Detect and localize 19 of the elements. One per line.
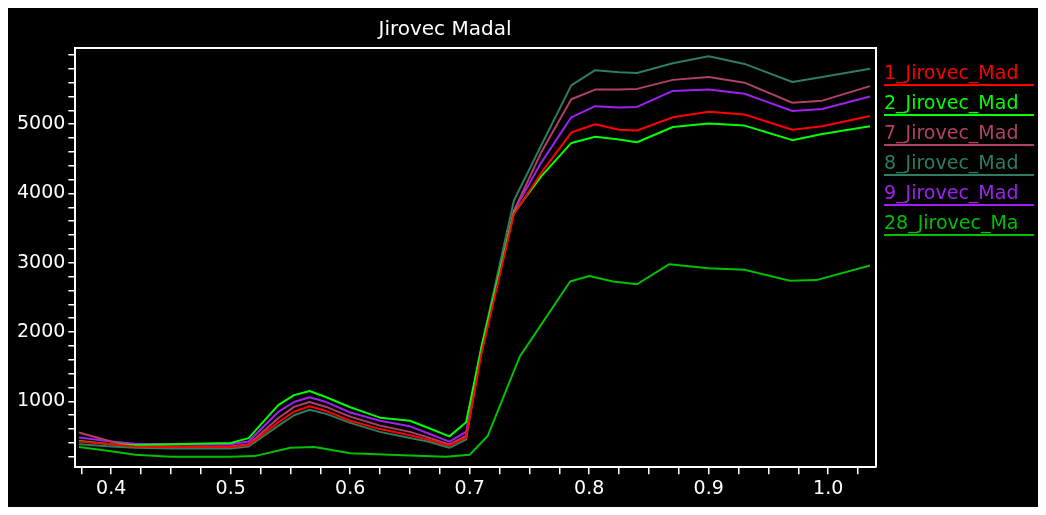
series-label: 28_Jirovec_Ma (884, 210, 1034, 236)
series-label: 7_Jirovec_Mad (884, 120, 1034, 146)
x-tick-label: 0.9 (693, 475, 724, 498)
x-tick-label: 0.4 (96, 475, 127, 498)
y-tick-label: 3000 (16, 249, 66, 272)
series-label: 1_Jirovec_Mad (884, 60, 1034, 86)
y-tick-label: 1000 (16, 388, 66, 411)
y-tick-label: 5000 (16, 111, 66, 134)
y-tick-label: 4000 (16, 180, 66, 203)
x-tick-label: 0.6 (335, 475, 366, 498)
x-tick-label: 0.7 (454, 475, 485, 498)
text: 8_Jirovec_Mad (884, 150, 1034, 176)
x-tick-label: 0.8 (574, 475, 605, 498)
series-label: 2_Jirovec_Mad (884, 90, 1034, 116)
x-tick-label: 0.5 (215, 475, 246, 498)
x-tick-label: 1.0 (813, 475, 844, 498)
text: 9_Jirovec_Mad (884, 180, 1034, 206)
chart-title: Jirovec Madal (376, 16, 512, 41)
y-tick-label: 2000 (16, 319, 66, 342)
